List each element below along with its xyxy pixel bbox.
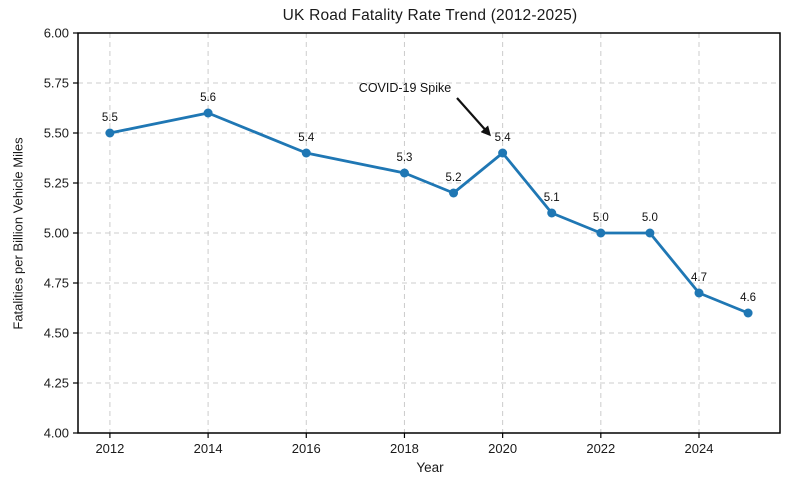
annotation-text: COVID-19 Spike — [359, 81, 451, 95]
data-point-label: 5.3 — [396, 152, 412, 164]
y-tick-label: 4.00 — [44, 426, 69, 441]
y-tick-label: 4.25 — [44, 376, 69, 391]
data-point-label: 5.0 — [642, 212, 658, 224]
x-tick-label: 2024 — [685, 441, 714, 456]
data-point — [105, 128, 115, 138]
data-point-label: 5.4 — [298, 132, 315, 144]
y-tick-label: 5.00 — [44, 226, 69, 241]
data-point-label: 5.2 — [446, 172, 462, 184]
data-point-label: 4.7 — [691, 272, 707, 284]
y-tick-label: 5.25 — [44, 176, 69, 191]
y-tick-label: 4.75 — [44, 276, 69, 291]
data-point — [743, 308, 753, 318]
chart-title: UK Road Fatality Rate Trend (2012-2025) — [282, 7, 578, 24]
x-tick-label: 2018 — [390, 441, 419, 456]
data-point — [498, 148, 508, 158]
axes: 4.00 4.25 4.50 4.75 5.00 5.25 5.50 5.75 6.00 2012… — [44, 26, 781, 456]
data-point-label: 5.0 — [593, 212, 609, 224]
annotation-arrow-icon — [456, 97, 491, 137]
data-point — [449, 188, 459, 198]
y-tick-label: 4.50 — [44, 326, 69, 341]
data-point-labels: 5.5 5.6 5.4 5.3 5.2 5.4 5.1 5.0 5.0 4.7 4.6 — [102, 92, 756, 304]
y-tick-label: 5.75 — [44, 76, 69, 91]
data-point-label: 4.6 — [740, 292, 756, 304]
gridlines — [78, 32, 780, 434]
data-point — [694, 288, 704, 298]
y-tick-label: 5.50 — [44, 126, 69, 141]
y-tick-label: 6.00 — [44, 26, 69, 41]
data-point — [547, 208, 557, 218]
x-tick-label: 2022 — [586, 441, 615, 456]
data-point — [596, 228, 606, 238]
x-tick-label: 2014 — [194, 441, 223, 456]
x-axis-label: Year — [416, 460, 444, 475]
data-point — [645, 228, 655, 238]
x-tick-label: 2012 — [95, 441, 124, 456]
data-point — [301, 148, 311, 158]
data-point-label: 5.1 — [544, 192, 560, 204]
data-point-label: 5.4 — [495, 132, 512, 144]
data-point-label: 5.6 — [200, 92, 216, 104]
data-point — [203, 108, 213, 118]
x-tick-label: 2016 — [292, 441, 321, 456]
data-point-label: 5.5 — [102, 112, 118, 124]
x-tick-label: 2020 — [488, 441, 517, 456]
data-point — [399, 168, 409, 178]
data-series — [105, 108, 753, 318]
